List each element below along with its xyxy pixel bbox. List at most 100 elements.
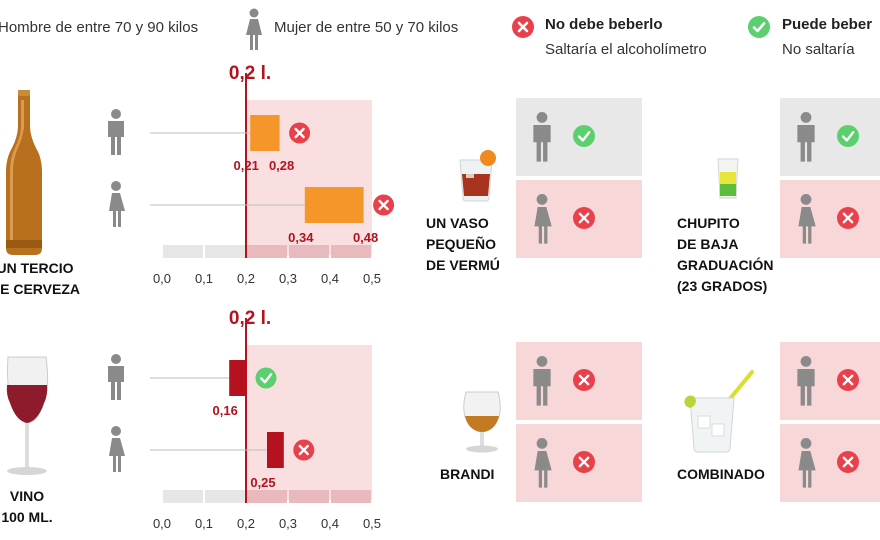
range-low-label: 0,34 xyxy=(288,230,314,245)
wine-label: VINO 100 ML. xyxy=(0,486,62,528)
woman-icon-head xyxy=(111,181,121,191)
limit-label: 0,2 l. xyxy=(229,63,271,84)
shot-label-line-4: (23 GRADOS) xyxy=(677,278,768,294)
axis-band-segment xyxy=(163,245,203,258)
range-low-label: 0,16 xyxy=(213,403,238,418)
man-status-svg xyxy=(797,356,859,406)
brandy-glass-icon xyxy=(460,388,504,454)
x-mark xyxy=(298,444,309,456)
check-mark xyxy=(260,373,273,384)
check-circle-icon xyxy=(748,16,770,38)
axis-band-segment xyxy=(289,490,329,503)
range-bar xyxy=(229,360,246,396)
axis-tick-label: 0,1 xyxy=(195,516,213,531)
axis-tick-label: 0,4 xyxy=(321,271,339,286)
wine-chart: 0,0 0,1 0,2 0,3 0,4 0,5 0,2 l. 0,16 0,25 xyxy=(0,300,420,540)
check-circle-icon xyxy=(255,367,277,389)
x-mark xyxy=(294,127,305,139)
woman-icon-head xyxy=(111,426,121,436)
x-mark xyxy=(378,199,389,211)
combinado-label: COMBINADO xyxy=(677,464,765,485)
woman-icon-body xyxy=(534,206,552,244)
brandy-label-text: BRANDI xyxy=(440,466,495,482)
x-circle-icon xyxy=(512,16,534,38)
legend-no-sub: Saltaría el alcoholímetro xyxy=(545,41,707,58)
series-row-woman: 0,34 0,48 xyxy=(109,181,395,245)
woman-icon-body xyxy=(109,438,125,472)
x-mark xyxy=(842,212,854,224)
beer-label: UN TERCIO DE CERVEZA xyxy=(0,258,80,300)
man-icon-head xyxy=(536,356,548,367)
axis-tick-label: 0,0 xyxy=(153,516,171,531)
axis-band-segment xyxy=(205,490,245,503)
range-high-label: 0,28 xyxy=(269,158,294,173)
legend-no-title: No debe beberlo xyxy=(545,16,663,33)
axis-tick-label: 0,5 xyxy=(363,516,381,531)
man-icon-body xyxy=(533,124,551,162)
limit-label: 0,2 l. xyxy=(229,308,271,329)
axis-band-segment xyxy=(247,245,287,258)
legend-yes-sub: No saltaría xyxy=(782,41,855,58)
cocktail-glass-icon xyxy=(676,368,760,454)
shot-label-line-1: CHUPITO xyxy=(677,215,740,231)
woman-icon-body xyxy=(109,193,125,227)
check-circle-icon xyxy=(837,125,859,147)
axis-tick-label: 0,0 xyxy=(153,271,171,286)
legend-man-label: Hombre de entre 70 y 90 kilos xyxy=(0,19,199,36)
axis-tick-label: 0,3 xyxy=(279,516,297,531)
axis-band-segment xyxy=(163,490,203,503)
range-bar xyxy=(304,187,364,223)
series-row-man: 0,21 0,28 xyxy=(108,109,311,173)
wine-glass-icon xyxy=(4,355,50,477)
man-icon-head xyxy=(800,356,812,367)
wine-chart-svg: 0,0 0,1 0,2 0,3 0,4 0,5 0,2 l. 0,16 0,25 xyxy=(108,308,381,531)
combinado-label-text: COMBINADO xyxy=(677,466,765,482)
axis-tick-label: 0,3 xyxy=(279,271,297,286)
wine-label-line-1: VINO xyxy=(9,488,45,504)
man-status-svg xyxy=(797,112,859,162)
legend-woman-label: Mujer de entre 50 y 70 kilos xyxy=(274,19,459,36)
shot-label-line-3: GRADUACIÓN xyxy=(677,257,774,273)
series-row-woman: 0,25 xyxy=(109,426,315,490)
axis-tick-label: 0,1 xyxy=(195,271,213,286)
combinado-woman-cell xyxy=(780,424,880,502)
range-low-label: 0,25 xyxy=(250,475,275,490)
axis-band-segment xyxy=(289,245,329,258)
vermouth-label-line-1: UN VASO xyxy=(426,215,489,231)
man-icon-body xyxy=(797,368,815,406)
man-icon-head xyxy=(111,109,121,119)
shot-man-cell xyxy=(780,98,880,176)
woman-icon xyxy=(244,8,264,52)
brandy-man-cell xyxy=(516,342,642,420)
man-status-svg xyxy=(533,356,595,406)
man-icon-body xyxy=(533,368,551,406)
wine-label-line-2: 100 ML. xyxy=(1,509,53,525)
vermouth-label-line-2: PEQUEÑO xyxy=(426,236,497,252)
woman-icon-head xyxy=(800,438,812,449)
range-bar xyxy=(267,432,284,468)
vermouth-glass-icon xyxy=(452,146,500,202)
axis-band-segment xyxy=(205,245,245,258)
axis-tick-label: 0,2 xyxy=(237,516,255,531)
range-high-label: 0,48 xyxy=(353,230,378,245)
axis-tick-label: 0,5 xyxy=(363,271,381,286)
x-mark xyxy=(842,456,854,468)
vermouth-label: UN VASO PEQUEÑO DE VERMÚ xyxy=(426,213,500,276)
beer-label-line-1: UN TERCIO xyxy=(0,260,74,276)
man-icon-body xyxy=(108,121,124,155)
axis-band-segment xyxy=(331,245,371,258)
man-icon-body xyxy=(108,366,124,400)
axis-band-segment xyxy=(331,490,371,503)
woman-status-svg xyxy=(798,438,859,488)
shot-label-line-2: DE BAJA xyxy=(677,236,739,252)
beer-chart-svg: 0,0 0,1 0,2 0,3 0,4 0,5 0,2 l. 0,21 0,28 0,34 0,48 xyxy=(108,63,395,286)
woman-icon-head xyxy=(536,194,548,205)
x-mark xyxy=(842,374,854,386)
axis-tick-label: 0,4 xyxy=(321,516,339,531)
beer-chart: 0,0 0,1 0,2 0,3 0,4 0,5 0,2 l. 0,21 0,28 0,34 0,48 xyxy=(0,55,420,295)
vermouth-label-line-3: DE VERMÚ xyxy=(426,257,500,273)
range-low-label: 0,21 xyxy=(234,158,259,173)
x-mark xyxy=(578,212,590,224)
x-mark xyxy=(578,456,590,468)
brandy-label: BRANDI xyxy=(440,464,494,485)
